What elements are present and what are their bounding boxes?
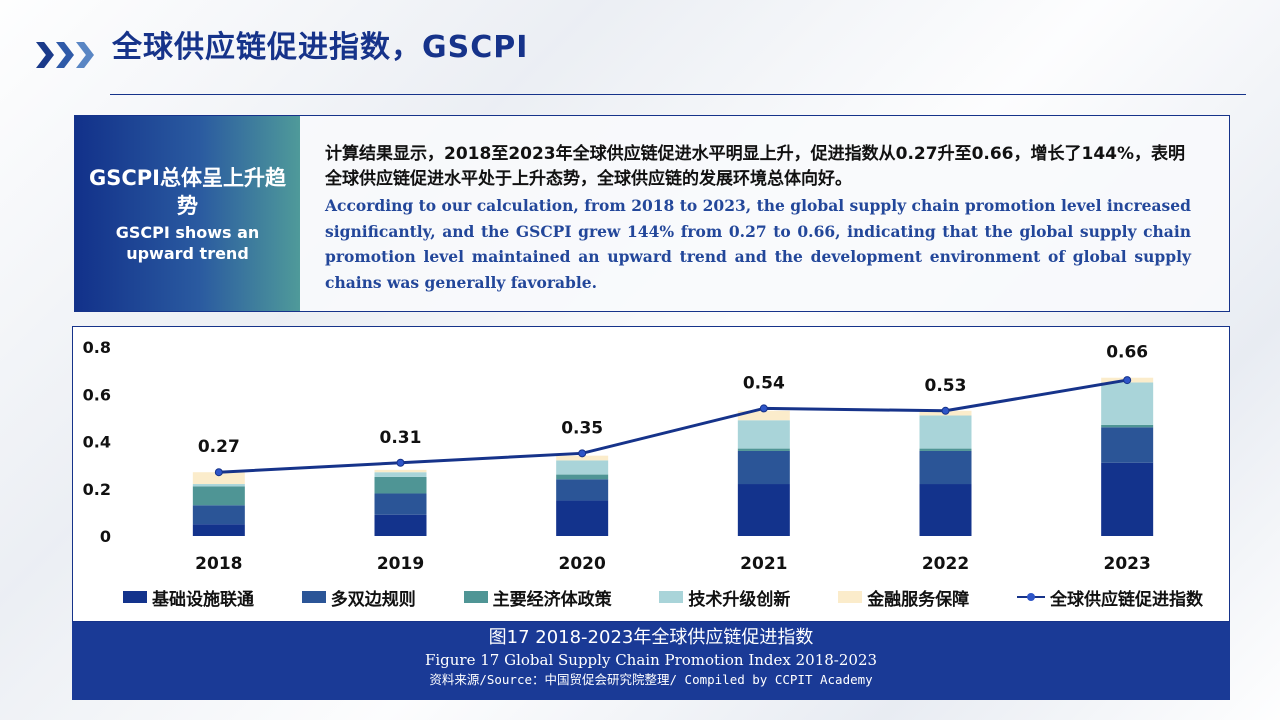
bar-segment-4 [919, 415, 972, 449]
data-label: 0.31 [380, 428, 422, 448]
legend-label: 基础设施联通 [152, 589, 254, 610]
page-title: 全球供应链促进指数，GSCPI [112, 30, 529, 65]
caption-cn: 图17 2018-2023年全球供应链促进指数 [488, 627, 814, 648]
bar-segment-4 [192, 484, 245, 487]
index-point [941, 406, 950, 415]
bar-segment-3 [1101, 424, 1154, 428]
bar-segment-1 [374, 514, 427, 536]
legend-swatch [838, 591, 863, 603]
bar-segment-1 [192, 524, 245, 536]
caption-source: 资料来源/Source：中国贸促会研究院整理/ Compiled by CCPI… [429, 672, 873, 687]
bar-segment-3 [192, 486, 245, 506]
summary-label-en: GSCPI shows an upward trend [115, 222, 260, 263]
legend-swatch [301, 591, 326, 603]
bar-segment-2 [1101, 427, 1154, 463]
x-tick-label: 2019 [377, 554, 424, 574]
bar-segment-5 [556, 455, 609, 461]
data-label: 0.66 [1106, 343, 1148, 363]
bar-segment-4 [374, 472, 427, 477]
summary-box: GSCPI总体呈上升趋势 GSCPI shows an upward trend… [74, 115, 1230, 312]
data-label: 0.53 [925, 376, 967, 396]
bar-segment-1 [919, 484, 972, 536]
legend-item-1: 基础设施联通 [123, 585, 254, 610]
bar-segment-1 [737, 484, 790, 536]
summary-label-cn: GSCPI总体呈上升趋势 [89, 165, 286, 218]
legend-swatch [659, 591, 684, 603]
bar-segment-4 [556, 460, 609, 475]
legend-label: 技术升级创新 [688, 589, 791, 610]
summary-text-en: According to our calculation, from 2018 … [325, 196, 1191, 292]
index-point [396, 458, 405, 467]
data-label: 0.54 [743, 373, 785, 393]
index-point [1123, 376, 1132, 385]
legend-item-2: 多双边规则 [301, 585, 416, 610]
y-tick-label: 0.2 [83, 480, 111, 499]
chevrons-icon [36, 42, 94, 68]
y-tick-label: 0.6 [83, 385, 111, 404]
bar-segment-2 [919, 450, 972, 485]
bar-segment-1 [1101, 462, 1154, 536]
legend-swatch [123, 591, 147, 603]
bar-segment-3 [737, 448, 790, 451]
bar-segment-3 [556, 474, 609, 480]
bar-segment-2 [737, 450, 790, 485]
header: 全球供应链促进指数，GSCPI [0, 0, 1280, 95]
gscpi-chart: 0 0.2 0.4 0.6 0.8 2018 2019 2020 2021 2022 2023 0.2… [83, 338, 1154, 574]
chart-legend: 基础设施联通 多双边规则 主要经济体政策 技术升级创新 金融服务保障 全球供应链促进指数 [123, 585, 1203, 610]
y-tick-label: 0 [100, 527, 111, 546]
summary-text: 计算结果显示，2018至2023年全球供应链促进水平明显上升，促进指数从0.27… [325, 142, 1191, 295]
bar-segment-3 [374, 476, 427, 494]
legend-item-4: 技术升级创新 [659, 585, 790, 610]
legend-item-3: 主要经济体政策 [463, 585, 612, 610]
bar-segment-2 [192, 505, 245, 525]
x-tick-label: 2023 [1104, 554, 1151, 574]
x-tick-label: 2021 [740, 554, 787, 574]
legend-label: 主要经济体政策 [492, 589, 612, 610]
legend-line-marker [1016, 591, 1045, 603]
index-point [578, 449, 587, 458]
bar-segment-2 [374, 493, 427, 515]
legend-label: 全球供应链促进指数 [1049, 589, 1203, 610]
x-tick-label: 2022 [922, 554, 969, 574]
summary-label-panel: GSCPI总体呈上升趋势 GSCPI shows an upward trend [75, 116, 300, 311]
bar-segment-5 [737, 410, 790, 421]
bar-segment-2 [556, 479, 609, 501]
bar-segment-1 [556, 500, 609, 536]
legend-swatch [463, 591, 488, 603]
bar-segment-5 [374, 469, 427, 473]
chart-container: 0 0.2 0.4 0.6 0.8 2018 2019 2020 2021 2022 2023 0.2… [72, 326, 1230, 622]
figure-caption: 图17 2018-2023年全球供应链促进指数 Figure 17 Global… [72, 622, 1230, 700]
index-point [214, 468, 223, 477]
bar-segment-3 [919, 448, 972, 451]
legend-item-5: 金融服务保障 [838, 585, 969, 610]
data-label: 0.35 [561, 418, 603, 438]
legend-label: 多双边规则 [330, 589, 416, 610]
x-tick-label: 2018 [195, 554, 242, 574]
legend-label: 金融服务保障 [867, 589, 970, 610]
index-line [218, 378, 1128, 474]
bar-segment-4 [737, 420, 790, 449]
legend-item-line: 全球供应链促进指数 [1016, 585, 1203, 610]
y-tick-label: 0.4 [83, 433, 111, 452]
y-tick-label: 0.8 [83, 338, 111, 357]
summary-text-cn: 计算结果显示，2018至2023年全球供应链促进水平明显上升，促进指数从0.27… [325, 144, 1186, 189]
data-label: 0.27 [198, 437, 240, 457]
index-point [759, 404, 768, 413]
caption-en: Figure 17 Global Supply Chain Promotion … [424, 651, 878, 669]
bar-segment-4 [1101, 382, 1154, 425]
x-tick-label: 2020 [559, 554, 606, 574]
title-divider [110, 94, 1246, 95]
bar-segment-5 [192, 472, 245, 485]
